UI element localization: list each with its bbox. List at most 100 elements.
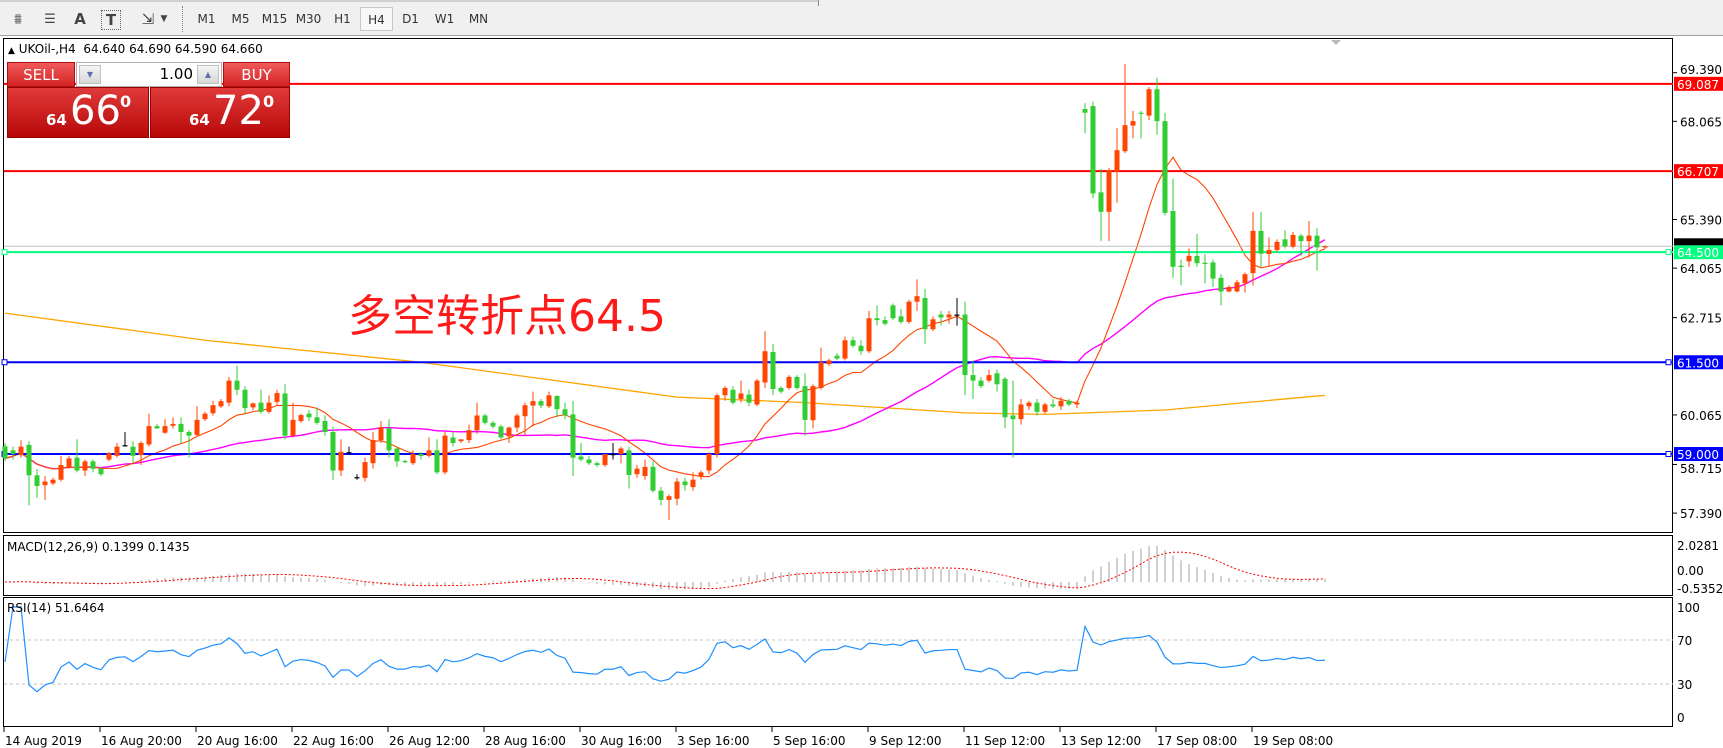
candle-body xyxy=(698,472,704,477)
price-axis-label: 65.390 xyxy=(1680,214,1722,228)
candle-body xyxy=(762,351,768,383)
timeframe-d1[interactable]: D1 xyxy=(402,12,419,26)
timeframe-m1[interactable]: M1 xyxy=(197,12,216,26)
candle-body xyxy=(378,427,384,441)
text-icon[interactable]: A xyxy=(74,10,86,28)
candle-body xyxy=(410,454,416,464)
date-axis-label: 11 Sep 12:00 xyxy=(965,734,1045,748)
candle-body xyxy=(130,446,136,456)
timeframe-h4[interactable]: H4 xyxy=(360,7,393,31)
date-axis-label: 28 Aug 16:00 xyxy=(485,734,566,748)
buy-price[interactable]: 64 72 0 xyxy=(150,87,290,138)
candle-body xyxy=(506,427,512,437)
candle-body xyxy=(1322,246,1328,248)
price-axis-label: 58.715 xyxy=(1680,462,1722,476)
candle-body xyxy=(1034,402,1040,412)
candle-body xyxy=(530,401,536,406)
candle-body xyxy=(754,380,760,405)
timeframe-m5[interactable]: M5 xyxy=(231,12,250,26)
lot-decrease-button[interactable]: ▼ xyxy=(79,65,101,84)
candle-body xyxy=(538,401,544,406)
candle-body xyxy=(1242,274,1248,284)
price-axis-label: 62.715 xyxy=(1680,312,1722,326)
candle-body xyxy=(946,314,952,318)
buy-button[interactable]: BUY xyxy=(223,62,290,87)
candle-body xyxy=(522,405,528,417)
date-axis-label: 16 Aug 20:00 xyxy=(101,734,182,748)
candle-body xyxy=(730,389,736,403)
candle-body xyxy=(746,394,752,403)
level-price-tag xyxy=(1674,76,1723,91)
candle-body xyxy=(1170,211,1176,267)
timeframe-w1[interactable]: W1 xyxy=(434,12,455,26)
candle-body xyxy=(826,360,832,365)
candle-body xyxy=(450,437,456,444)
timeframe-mn[interactable]: MN xyxy=(468,12,489,26)
lot-increase-button[interactable]: ▲ xyxy=(197,65,219,84)
candle-body xyxy=(58,465,64,480)
candle-body xyxy=(586,459,592,464)
candle-body xyxy=(1074,402,1080,405)
price-chart[interactable]: 69.390 68.065 65.390 64.065 62.715 60.065 58.7… xyxy=(0,36,1723,748)
date-axis-label: 17 Sep 08:00 xyxy=(1157,734,1237,748)
candle-body xyxy=(170,423,176,426)
candle-body xyxy=(938,314,944,318)
candle-body xyxy=(314,417,320,423)
date-axis-label: 5 Sep 16:00 xyxy=(773,734,845,748)
candle-body xyxy=(738,393,744,399)
text-label-icon[interactable]: T xyxy=(101,10,121,30)
fibonacci-icon[interactable]: ☰ xyxy=(44,11,56,27)
candle-body xyxy=(330,431,336,471)
candle-body xyxy=(242,389,248,409)
chevron-down-icon[interactable]: ▼ xyxy=(160,14,168,24)
timeframe-m15[interactable]: M15 xyxy=(261,12,288,26)
candle-body xyxy=(658,490,664,500)
candle-body xyxy=(682,481,688,486)
elliott-wave-icon[interactable]: ⩩ xyxy=(13,10,22,28)
candle-body xyxy=(1290,234,1296,247)
candle-body xyxy=(34,475,40,486)
price-axis-label: 69.390 xyxy=(1680,63,1722,77)
candle-body xyxy=(266,402,272,412)
level-price-tag xyxy=(1674,245,1723,260)
date-axis-label: 3 Sep 16:00 xyxy=(677,734,749,748)
candle-body xyxy=(162,426,168,433)
lot-size-stepper[interactable]: ▼ 1.00 ▲ xyxy=(76,62,222,87)
sell-price[interactable]: 64 66 0 xyxy=(7,87,149,138)
candle-body xyxy=(842,340,848,359)
candle-body xyxy=(834,355,840,359)
candle-body xyxy=(234,380,240,390)
arrows-icon[interactable]: ⇲ xyxy=(141,10,155,28)
timeframe-m30[interactable]: M30 xyxy=(295,12,322,26)
chart-info: ▲ UKOil-,H4 64.640 64.690 64.590 64.660 xyxy=(8,42,263,56)
price-axis-label: 57.390 xyxy=(1680,507,1722,521)
lot-size-input[interactable]: 1.00 xyxy=(159,65,193,83)
price-axis-label: 68.065 xyxy=(1680,115,1722,129)
level-handle-right xyxy=(1665,359,1672,366)
collapse-triangle-icon[interactable]: ▲ xyxy=(8,46,15,56)
candle-body xyxy=(210,405,216,414)
candle-body xyxy=(474,415,480,431)
timeframe-h1[interactable]: H1 xyxy=(334,12,351,26)
candle-body xyxy=(386,428,392,451)
candle-body xyxy=(882,320,888,324)
date-axis-label: 14 Aug 2019 xyxy=(5,734,82,748)
candle-body xyxy=(1266,249,1272,254)
level-price-label: 66.707 xyxy=(1677,165,1719,179)
candle-body xyxy=(194,419,200,435)
sell-button[interactable]: SELL xyxy=(7,62,75,87)
candle-body xyxy=(866,318,872,352)
candle-body xyxy=(906,301,912,322)
candle-body xyxy=(1106,169,1112,212)
candle-body xyxy=(1098,192,1104,212)
bid-price-tag xyxy=(1674,238,1723,246)
fast-moving-average-line xyxy=(4,156,1326,478)
candle-body xyxy=(74,457,80,471)
candle-body xyxy=(650,466,656,491)
candle-body xyxy=(1138,112,1144,114)
candle-body xyxy=(1178,265,1184,267)
candle-body xyxy=(994,373,1000,385)
candle-body xyxy=(1250,230,1256,274)
level-price-label: 64.500 xyxy=(1677,246,1719,260)
candle-body xyxy=(362,462,368,478)
